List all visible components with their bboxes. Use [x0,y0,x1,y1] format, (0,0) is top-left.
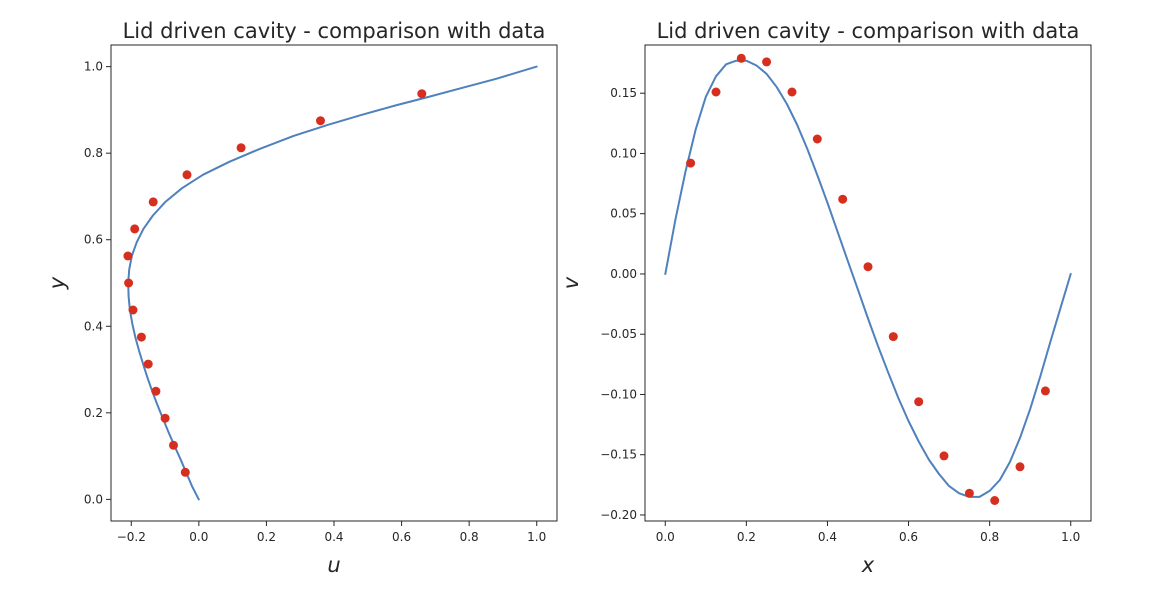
right-data-point [990,496,1000,505]
left-x-tick-label: 0.6 [392,530,411,544]
right-x-tick-label: 1.0 [1061,530,1080,544]
right-data-point [711,87,721,97]
left-data-point [136,332,146,342]
right-data-point [964,488,974,498]
right-x-ticks: 0.0 0.2 0.4 0.6 0.8 1.0 [656,521,1080,544]
left-x-tick-label: 0.8 [460,530,479,544]
right-y-tick-label: −0.05 [600,327,637,341]
left-x-tick-label: 1.0 [527,530,546,544]
right-y-tick-label: 0.10 [610,146,637,160]
left-chart-title: Lid driven cavity - comparison with data [123,19,546,43]
right-data-point [1040,386,1050,396]
right-data-point [762,57,772,67]
left-data-point [148,197,158,207]
right-data-point [863,262,873,272]
right-y-tick-label: −0.15 [600,448,637,462]
left-data-point [143,359,153,369]
right-axes-frame [644,44,1092,522]
left-x-tick-label: 0.0 [189,530,208,544]
right-chart-title: Lid driven cavity - comparison with data [657,19,1080,43]
left-axes-frame [110,44,558,522]
left-data-point [182,170,192,180]
left-data-point [417,89,427,99]
left-x-ticks: −0.2 0.0 0.2 0.4 0.6 0.8 1.0 [117,521,546,544]
right-x-tick-label: 0.2 [737,530,756,544]
right-data-point [939,451,949,461]
left-data-point [180,467,190,477]
left-data-point [151,386,161,396]
right-x-tick-label: 0.0 [656,530,675,544]
left-plot-area [123,65,538,501]
right-x-tick-label: 0.4 [818,530,837,544]
left-y-tick-label: 0.0 [84,492,103,506]
right-y-tick-label: 0.15 [610,86,637,100]
left-data-point [130,224,140,234]
right-y-axis-label: v [559,276,583,289]
left-data-point [316,116,325,126]
left-x-axis-label: u [327,553,340,577]
left-y-tick-label: 0.4 [84,319,103,333]
left-data-point [128,305,138,315]
right-data-point [838,194,848,204]
right-data-point [787,87,797,97]
left-data-point [124,278,134,288]
right-y-ticks: −0.20 −0.15 −0.10 −0.05 0.00 0.05 0.10 0.15 [600,86,645,522]
left-x-tick-label: 0.2 [257,530,276,544]
right-y-tick-label: 0.00 [610,267,637,281]
right-panel: Lid driven cavity - comparison with data… [559,19,1092,577]
left-y-axis-label: y [45,276,69,290]
left-series-line [127,65,538,501]
right-data-point [736,53,746,63]
right-x-tick-label: 0.8 [980,530,999,544]
left-panel: Lid driven cavity - comparison with data… [45,19,558,577]
right-data-point [888,332,898,342]
right-x-axis-label: x [861,553,875,577]
left-x-tick-label: 0.4 [324,530,343,544]
right-y-tick-label: −0.20 [600,508,637,522]
left-x-tick-label: −0.2 [117,530,146,544]
right-plot-area [664,53,1072,505]
left-data-point [160,413,170,423]
right-y-tick-label: 0.05 [610,207,637,221]
left-y-tick-label: 1.0 [84,60,103,74]
left-y-tick-label: 0.6 [84,233,103,247]
left-data-point [123,251,133,261]
right-data-point [1015,462,1025,472]
right-x-tick-label: 0.6 [899,530,918,544]
right-y-tick-label: −0.10 [600,387,637,401]
right-data-point [914,397,924,407]
right-data-point [686,158,696,168]
left-y-ticks: 0.0 0.2 0.4 0.6 0.8 1.0 [84,60,111,506]
left-data-point [169,440,178,450]
right-data-point [812,134,822,144]
left-y-tick-label: 0.8 [84,146,103,160]
right-series-line [664,59,1072,498]
left-y-tick-label: 0.2 [84,406,103,420]
left-data-point [236,143,246,153]
